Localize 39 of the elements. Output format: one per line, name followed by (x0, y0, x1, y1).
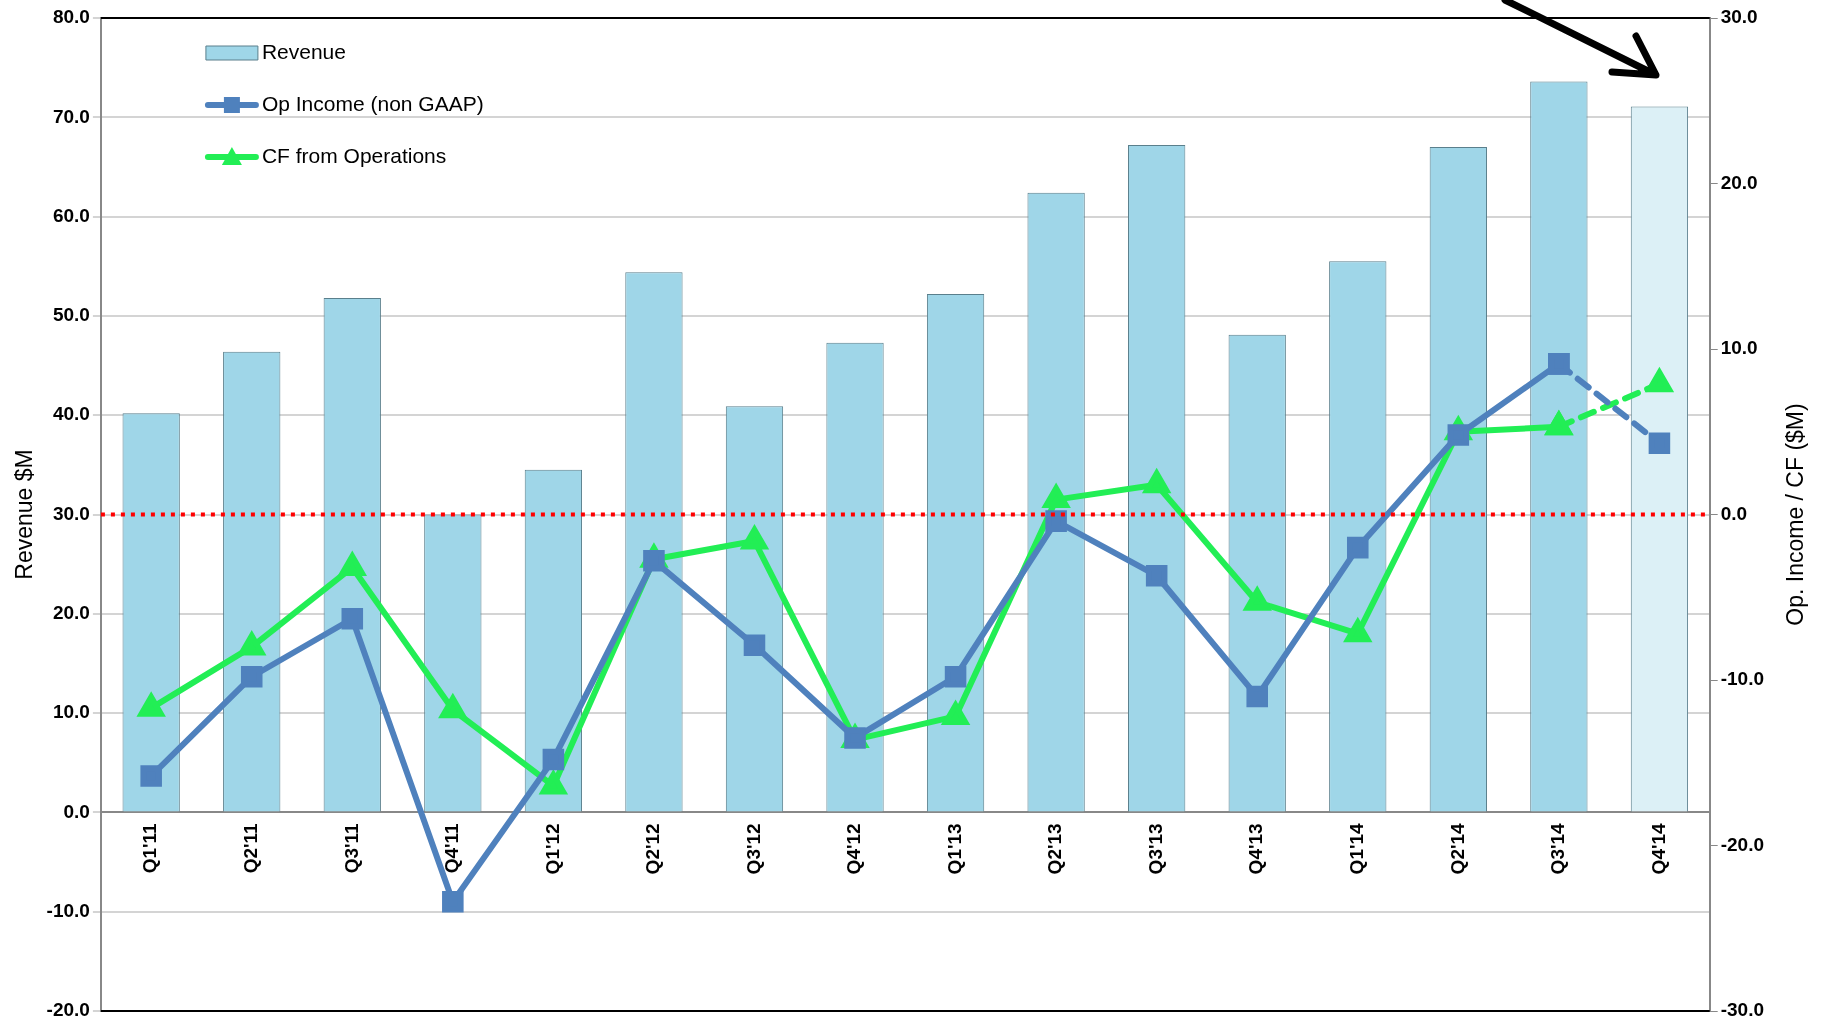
y-tick-label: 60.0 (52, 204, 90, 226)
x-tick-label: Q1'11 (139, 822, 161, 874)
x-tick-label: Q1'14 (1346, 822, 1368, 875)
legend-label: CF from Operations (261, 143, 447, 167)
y2-tick-label: -30.0 (1720, 999, 1765, 1021)
y-tick-label: 20.0 (52, 602, 90, 624)
y-tick-label: -20.0 (46, 999, 90, 1021)
x-tick-label: Q1'12 (541, 823, 563, 875)
legend-label: Revenue (261, 39, 346, 63)
x-tick-label: Q4'13 (1245, 823, 1267, 875)
x-tick-label: Q4'14 (1647, 822, 1669, 875)
x-tick-label: Q2'13 (1044, 823, 1066, 875)
y-tick-label: -10.0 (46, 899, 90, 921)
y2-axis-title: Op. Income / CF ($M) (1782, 403, 1809, 626)
y-axis-title: Revenue $M (11, 449, 38, 580)
y2-tick-label: 20.0 (1720, 171, 1758, 193)
y-tick-label: 80.0 (52, 6, 90, 28)
x-tick-label: Q3'13 (1144, 823, 1166, 875)
x-tick-label: Q4'12 (843, 823, 865, 875)
y2-tick-label: -10.0 (1720, 668, 1765, 690)
y2-tick-label: 30.0 (1720, 6, 1758, 28)
x-tick-label: Q3'11 (340, 822, 362, 874)
x-tick-label: Q3'14 (1547, 822, 1569, 875)
legend-label: Op Income (non GAAP) (261, 91, 484, 115)
x-tick-label: Q3'12 (742, 823, 764, 875)
x-tick-label: Q4'11 (441, 822, 463, 874)
y-tick-label: 50.0 (52, 304, 90, 326)
y-tick-label: 40.0 (52, 403, 90, 425)
y2-tick-label: 10.0 (1720, 337, 1758, 359)
y-tick-label: 10.0 (52, 701, 90, 723)
y-tick-label: 30.0 (52, 502, 90, 524)
y2-tick-label: -20.0 (1720, 833, 1765, 855)
y-tick-label: 0.0 (63, 800, 90, 822)
y2-tick-label: 0.0 (1720, 502, 1748, 524)
x-tick-label: Q2'12 (642, 823, 664, 875)
y-tick-label: 70.0 (52, 105, 90, 127)
x-tick-label: Q2'11 (239, 822, 261, 874)
x-tick-label: Q1'13 (943, 823, 965, 875)
x-tick-label: Q2'14 (1446, 822, 1468, 875)
